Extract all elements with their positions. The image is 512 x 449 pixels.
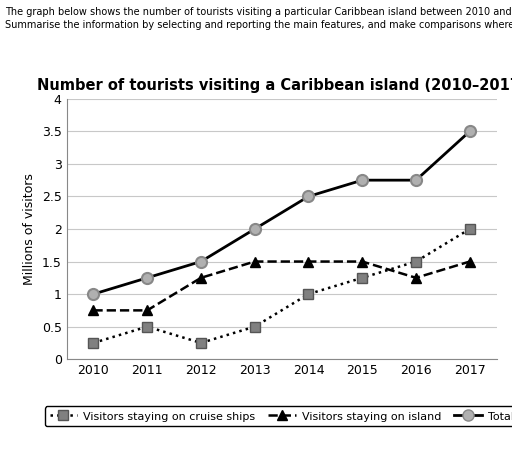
Text: Summarise the information by selecting and reporting the main features, and make: Summarise the information by selecting a… [5, 20, 512, 30]
Text: The graph below shows the number of tourists visiting a particular Caribbean isl: The graph below shows the number of tour… [5, 7, 512, 17]
Title: Number of tourists visiting a Caribbean island (2010–2017): Number of tourists visiting a Caribbean … [37, 79, 512, 93]
Y-axis label: Millions of visitors: Millions of visitors [23, 173, 36, 285]
Legend: Visitors staying on cruise ships, Visitors staying on island, Total: Visitors staying on cruise ships, Visito… [45, 406, 512, 426]
